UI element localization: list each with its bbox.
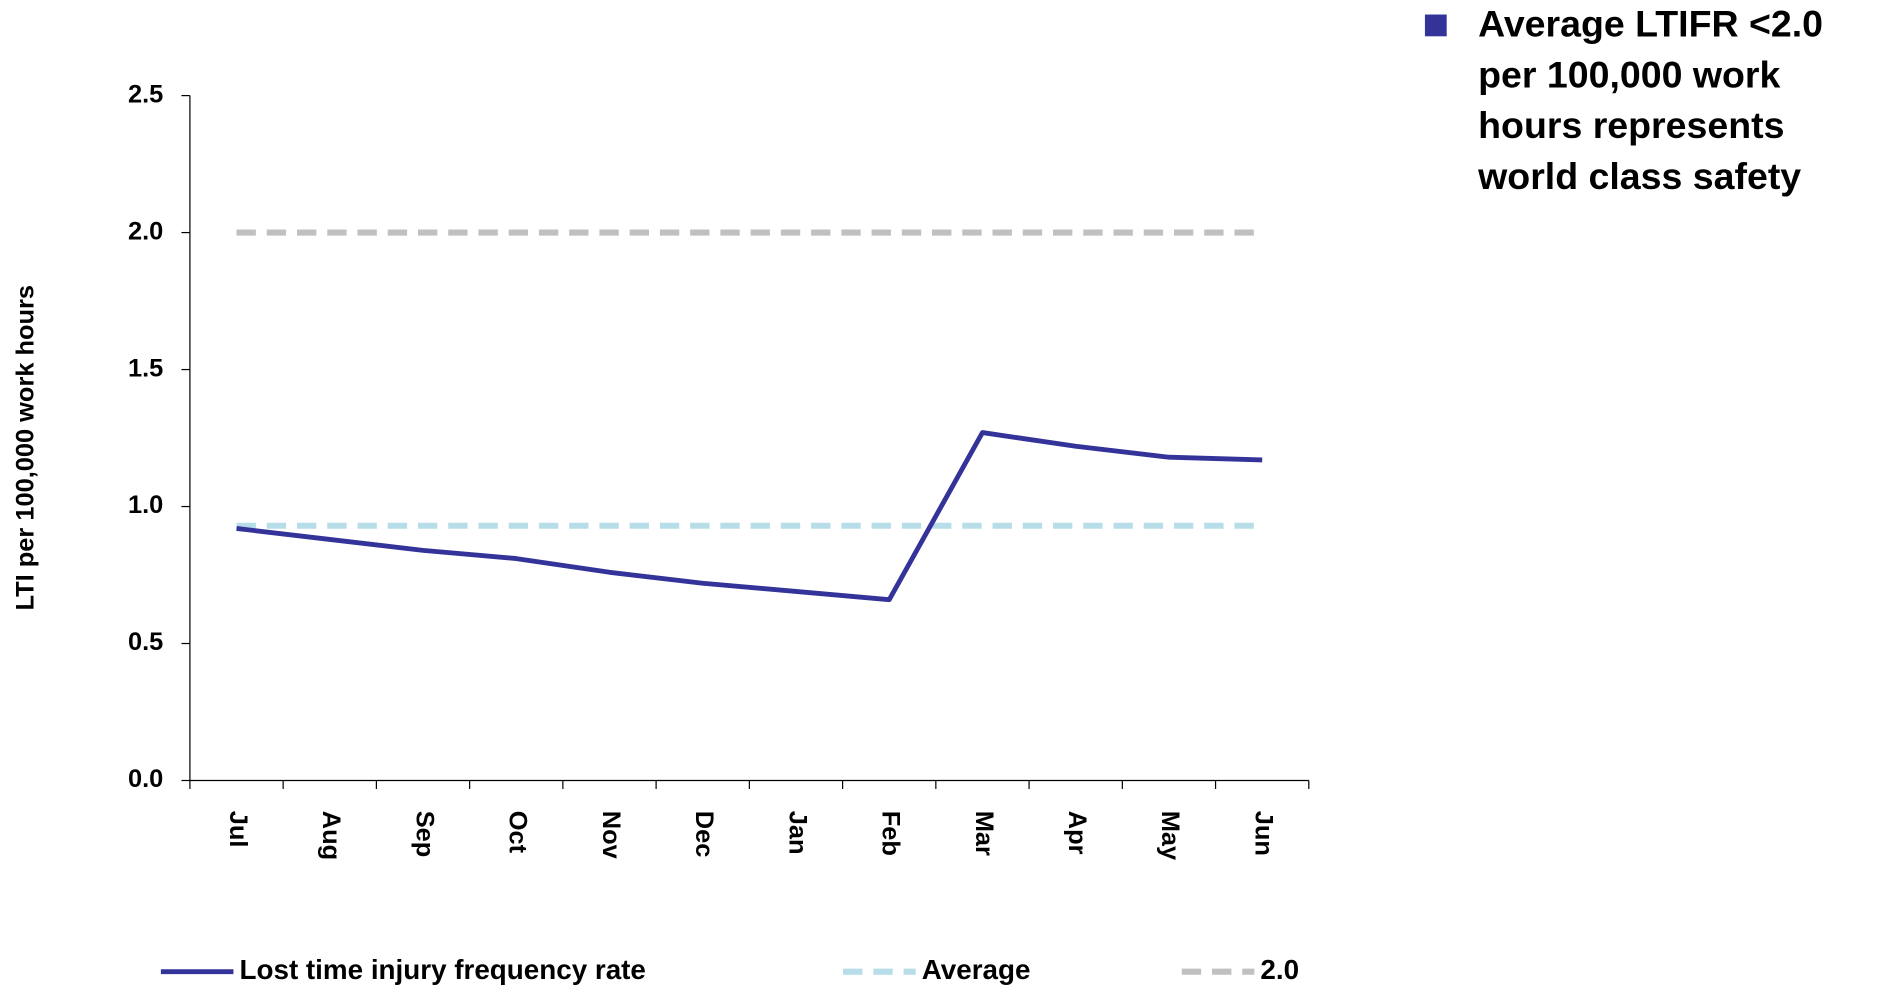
x-tick-label: Nov	[597, 811, 625, 860]
y-tick-label: 2.5	[128, 80, 163, 108]
annotation-text: world class safety	[1477, 155, 1801, 197]
x-tick-label: Feb	[877, 811, 905, 856]
x-tick-label: Dec	[690, 811, 718, 858]
x-tick-label: Oct	[504, 811, 532, 854]
x-tick-label: Mar	[970, 811, 998, 856]
legend-label: Lost time injury frequency rate	[240, 954, 646, 985]
y-tick-label: 0.0	[128, 765, 163, 793]
line-series	[236, 430, 1263, 603]
annotation-bullet	[1424, 14, 1447, 37]
y-tick-label: 1.0	[128, 491, 163, 519]
y-tick-label: 1.5	[128, 354, 163, 382]
x-tick-label: Jul	[224, 811, 252, 848]
x-tick-label: Sep	[410, 811, 438, 858]
x-tick-label: Apr	[1063, 811, 1091, 855]
annotation-text: Average LTIFR <2.0	[1478, 3, 1823, 45]
annotation-text: hours represents	[1478, 104, 1784, 146]
y-tick-label: 2.0	[128, 217, 163, 245]
x-tick-label: Jan	[783, 811, 811, 855]
x-tick-label: Jun	[1249, 811, 1277, 856]
y-axis-label: LTI per 100,000 work hours	[11, 285, 39, 611]
x-tick-label: Aug	[317, 811, 345, 860]
legend-label: 2.0	[1260, 954, 1299, 985]
legend-label: Average	[922, 954, 1031, 985]
x-tick-label: May	[1156, 811, 1184, 860]
y-tick-label: 0.5	[128, 628, 163, 656]
annotation-text: per 100,000 work	[1478, 53, 1780, 95]
